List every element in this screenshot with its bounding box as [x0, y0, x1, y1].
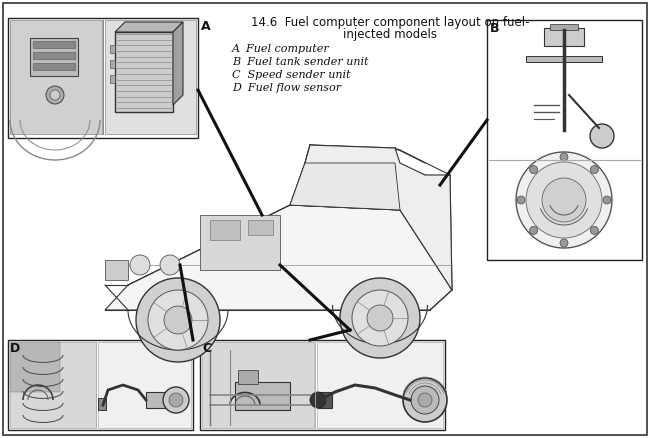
- Text: C: C: [202, 342, 211, 355]
- Polygon shape: [173, 22, 183, 105]
- Circle shape: [403, 378, 447, 422]
- Bar: [105, 20, 196, 134]
- Bar: [210, 220, 240, 240]
- Bar: [30, 38, 78, 76]
- Bar: [98, 342, 191, 428]
- Circle shape: [340, 278, 420, 358]
- Bar: [110, 75, 115, 83]
- Circle shape: [160, 255, 180, 275]
- Text: D: D: [10, 342, 20, 355]
- Circle shape: [560, 153, 568, 161]
- Bar: [550, 24, 578, 30]
- Circle shape: [560, 239, 568, 247]
- Circle shape: [516, 152, 612, 248]
- Bar: [33, 63, 75, 70]
- Bar: [10, 342, 96, 428]
- Bar: [238, 370, 258, 384]
- Bar: [146, 392, 168, 408]
- Bar: [98, 398, 106, 410]
- Circle shape: [530, 226, 538, 234]
- Bar: [202, 342, 314, 428]
- Circle shape: [169, 393, 183, 407]
- Circle shape: [130, 255, 150, 275]
- Bar: [235, 382, 290, 410]
- Circle shape: [352, 290, 408, 346]
- Text: A: A: [201, 20, 211, 33]
- Bar: [10, 20, 102, 134]
- Circle shape: [542, 178, 586, 222]
- Bar: [200, 215, 280, 270]
- Circle shape: [148, 290, 208, 350]
- Text: 14.6  Fuel computer component layout on fuel-: 14.6 Fuel computer component layout on f…: [251, 16, 529, 29]
- Bar: [200, 340, 445, 430]
- Circle shape: [530, 166, 538, 173]
- Bar: [33, 52, 75, 59]
- Circle shape: [590, 124, 614, 148]
- Circle shape: [603, 196, 611, 204]
- Circle shape: [136, 278, 220, 362]
- Text: B: B: [490, 22, 499, 35]
- Text: A  Fuel computer: A Fuel computer: [232, 44, 330, 54]
- Polygon shape: [105, 205, 452, 310]
- Bar: [318, 392, 332, 408]
- Polygon shape: [115, 22, 183, 32]
- Text: injected models: injected models: [343, 28, 437, 41]
- Bar: [526, 56, 602, 62]
- Circle shape: [590, 226, 599, 234]
- Bar: [105, 260, 128, 280]
- Bar: [248, 220, 273, 235]
- Bar: [115, 32, 173, 112]
- Bar: [33, 41, 75, 48]
- Circle shape: [50, 90, 60, 100]
- Bar: [8, 340, 193, 430]
- Bar: [10, 342, 60, 392]
- Circle shape: [418, 393, 432, 407]
- Circle shape: [310, 392, 326, 408]
- Circle shape: [367, 305, 393, 331]
- Bar: [110, 60, 115, 68]
- Bar: [8, 18, 198, 138]
- Circle shape: [411, 386, 439, 414]
- Circle shape: [164, 306, 192, 334]
- Circle shape: [517, 196, 525, 204]
- Bar: [317, 342, 443, 428]
- Circle shape: [590, 166, 599, 173]
- Circle shape: [46, 86, 64, 104]
- Circle shape: [526, 162, 602, 238]
- Polygon shape: [290, 163, 400, 210]
- Polygon shape: [290, 145, 452, 290]
- Bar: [487, 20, 642, 260]
- Bar: [544, 28, 584, 46]
- Text: C  Speed sender unit: C Speed sender unit: [232, 70, 350, 80]
- Bar: [110, 45, 115, 53]
- Text: D  Fuel flow sensor: D Fuel flow sensor: [232, 83, 341, 93]
- Text: B  Fuel tank sender unit: B Fuel tank sender unit: [232, 57, 369, 67]
- Circle shape: [163, 387, 189, 413]
